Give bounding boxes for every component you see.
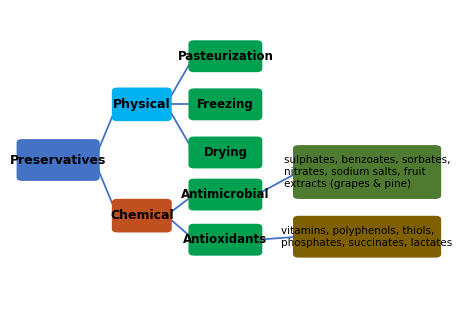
Text: Chemical: Chemical — [110, 209, 173, 222]
FancyBboxPatch shape — [112, 199, 172, 233]
FancyBboxPatch shape — [293, 216, 441, 258]
Text: Physical: Physical — [113, 98, 171, 111]
Text: Drying: Drying — [203, 146, 247, 159]
Text: Pasteurization: Pasteurization — [177, 50, 273, 63]
Text: Preservatives: Preservatives — [10, 154, 106, 166]
FancyBboxPatch shape — [189, 40, 262, 72]
FancyBboxPatch shape — [189, 179, 262, 211]
Text: sulphates, benzoates, sorbates,
nitrates, sodium salts, fruit
extracts (grapes &: sulphates, benzoates, sorbates, nitrates… — [284, 155, 450, 189]
FancyBboxPatch shape — [112, 87, 172, 121]
FancyBboxPatch shape — [189, 137, 262, 168]
Text: Antimicrobial: Antimicrobial — [181, 188, 270, 201]
FancyBboxPatch shape — [293, 145, 441, 199]
Text: Antioxidants: Antioxidants — [183, 233, 267, 246]
FancyBboxPatch shape — [17, 139, 100, 181]
FancyBboxPatch shape — [189, 88, 262, 120]
Text: Freezing: Freezing — [197, 98, 254, 111]
FancyBboxPatch shape — [189, 224, 262, 256]
Text: vitamins, polyphenols, thiols,
phosphates, succinates, lactates: vitamins, polyphenols, thiols, phosphate… — [282, 226, 453, 248]
